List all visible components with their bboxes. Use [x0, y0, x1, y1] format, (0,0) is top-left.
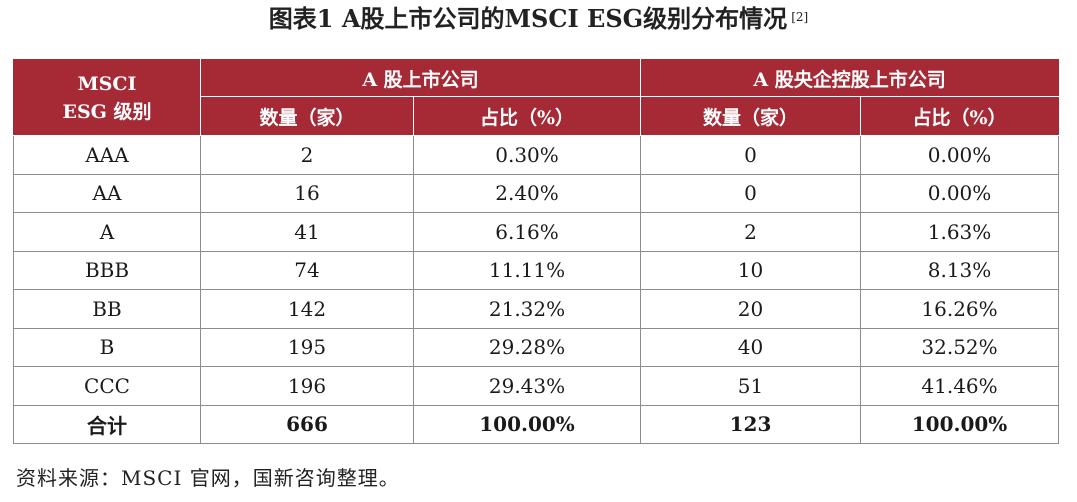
- total-rating-cell: 合计: [13, 404, 201, 444]
- title-text: 图表1 A股上市公司的MSCI ESG级别分布情况: [268, 4, 788, 33]
- ratio-b-cell: 1.63%: [860, 212, 1060, 252]
- rating-cell: BB: [13, 289, 201, 329]
- count-a-cell: 142: [200, 289, 414, 329]
- table-row: CCC 196 29.43% 51 41.46%: [13, 366, 1060, 406]
- rating-cell: AA: [13, 173, 201, 213]
- total-ratio-a-cell: 100.00%: [412, 404, 642, 444]
- header-group-soe-shares: A 股央企控股上市公司: [640, 59, 1060, 97]
- count-b-cell: 51: [640, 366, 862, 406]
- table-title: 图表1 A股上市公司的MSCI ESG级别分布情况 [2]: [0, 2, 1077, 36]
- count-a-cell: 196: [200, 366, 414, 406]
- source-note: 资料来源：MSCI 官网，国新咨询整理。: [16, 466, 400, 490]
- ratio-a-cell: 2.40%: [412, 173, 642, 213]
- ratio-b-cell: 16.26%: [860, 289, 1060, 329]
- count-b-cell: 0: [640, 135, 862, 175]
- header-ratio-a: 占比（%）: [412, 96, 642, 136]
- count-b-cell: 10: [640, 250, 862, 290]
- count-b-cell: 40: [640, 327, 862, 367]
- rating-cell: CCC: [13, 366, 201, 406]
- table-row: B 195 29.28% 40 32.52%: [13, 327, 1060, 367]
- ratio-b-cell: 32.52%: [860, 327, 1060, 367]
- rating-cell: BBB: [13, 250, 201, 290]
- ratio-b-cell: 0.00%: [860, 173, 1060, 213]
- header-group-a-shares: A 股上市公司: [199, 59, 642, 97]
- table-row: AAA 2 0.30% 0 0.00%: [13, 135, 1060, 175]
- count-a-cell: 41: [200, 212, 414, 252]
- count-b-cell: 0: [640, 173, 862, 213]
- rating-cell: AAA: [13, 135, 201, 175]
- total-count-b-cell: 123: [640, 404, 862, 444]
- count-b-cell: 20: [640, 289, 862, 329]
- ratio-b-cell: 8.13%: [860, 250, 1060, 290]
- table-body: AAA 2 0.30% 0 0.00% AA 16 2.40% 0 0.00% A 41 6.16% 2 1…: [13, 135, 1060, 444]
- count-b-cell: 2: [640, 212, 862, 252]
- header-count-b: 数量（家）: [640, 96, 862, 136]
- table-row: AA 16 2.40% 0 0.00%: [13, 173, 1060, 213]
- ratio-a-cell: 6.16%: [412, 212, 642, 252]
- rating-cell: A: [13, 212, 201, 252]
- count-a-cell: 2: [200, 135, 414, 175]
- total-row: 合计 666 100.00% 123 100.00%: [13, 404, 1060, 444]
- title-reference: [2]: [791, 10, 809, 24]
- header-ratio-b: 占比（%）: [860, 96, 1060, 136]
- count-a-cell: 16: [200, 173, 414, 213]
- ratio-a-cell: 21.32%: [412, 289, 642, 329]
- ratio-a-cell: 29.28%: [412, 327, 642, 367]
- header-count-a: 数量（家）: [200, 96, 414, 136]
- count-a-cell: 195: [200, 327, 414, 367]
- total-ratio-b-cell: 100.00%: [860, 404, 1060, 444]
- rating-cell: B: [13, 327, 201, 367]
- header-rating: MSCI ESG 级别: [13, 59, 201, 136]
- ratio-a-cell: 11.11%: [412, 250, 642, 290]
- total-count-a-cell: 666: [200, 404, 414, 444]
- ratio-b-cell: 41.46%: [860, 366, 1060, 406]
- count-a-cell: 74: [200, 250, 414, 290]
- ratio-a-cell: 29.43%: [412, 366, 642, 406]
- table-row: BBB 74 11.11% 10 8.13%: [13, 250, 1060, 290]
- ratio-a-cell: 0.30%: [412, 135, 642, 175]
- esg-rating-table: MSCI ESG 级别 A 股上市公司 A 股央企控股上市公司 数量（家） 占比…: [13, 59, 1060, 444]
- ratio-b-cell: 0.00%: [860, 135, 1060, 175]
- table-row: A 41 6.16% 2 1.63%: [13, 212, 1060, 252]
- table-row: BB 142 21.32% 20 16.26%: [13, 289, 1060, 329]
